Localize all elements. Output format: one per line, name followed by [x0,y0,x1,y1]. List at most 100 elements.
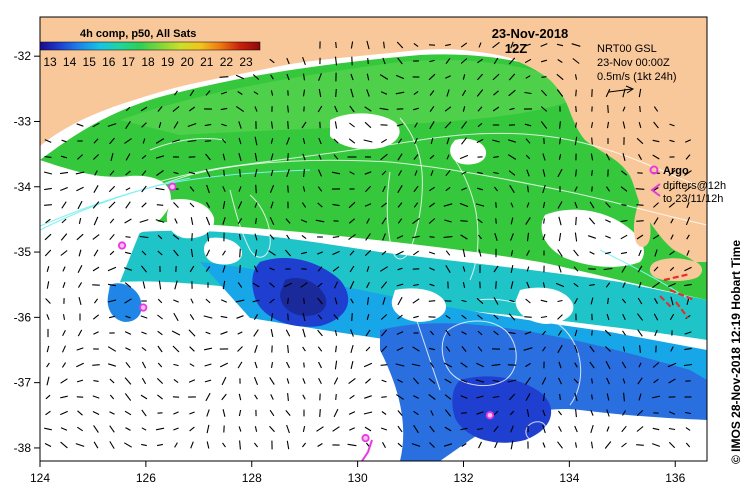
current-vector [332,426,340,432]
current-vector [557,249,563,257]
current-vector [542,233,546,241]
current-vector [669,266,675,272]
current-vector [429,330,435,336]
current-vector [494,441,498,449]
current-vector [93,298,99,304]
current-vector [139,219,149,223]
current-vector [350,88,354,98]
current-vector [653,378,659,384]
current-vector [317,443,323,447]
current-vector [349,265,355,273]
current-vector [653,266,659,272]
current-vector [542,169,546,177]
argo-float-marker [361,434,370,443]
current-vector [575,169,577,177]
current-vector [654,249,658,257]
current-vector [301,442,307,448]
current-vector [287,185,289,193]
argo-float-marker [139,303,148,312]
current-vector [220,331,228,335]
current-vector [459,154,469,160]
current-vector [349,394,355,400]
current-vector [669,250,675,256]
current-vector [635,188,645,190]
current-vector [542,282,546,288]
current-vector [428,347,436,351]
current-vector [109,378,115,384]
current-vector [396,123,404,127]
current-vector [445,75,451,79]
current-vector [93,154,99,160]
current-vector [366,282,370,288]
current-vector [157,330,163,336]
current-vector [108,201,116,209]
current-vector [491,363,501,367]
current-vector [428,300,436,302]
current-vector [684,347,692,351]
current-vector [428,186,436,192]
current-vector [621,204,627,206]
current-vector [382,441,386,449]
current-vector [588,217,596,225]
current-vector [268,250,276,256]
current-vector [349,171,355,175]
current-vector [413,154,419,160]
current-vector [540,299,548,303]
current-vector [221,376,227,386]
current-vector [621,361,627,369]
map-plot-area [40,17,707,461]
current-vector [684,139,692,143]
current-vector [542,392,546,402]
current-vector [269,234,275,240]
current-vector [493,265,499,273]
current-vector [286,234,290,240]
current-vector [206,202,210,208]
current-vector [653,313,659,321]
y-tick-label: -37 [14,376,32,390]
current-vector [269,425,275,433]
current-vector [430,137,434,145]
current-vector [541,330,547,336]
current-vector [221,138,227,144]
current-vector [445,169,451,177]
current-vector [191,233,193,241]
x-tick-label: 130 [348,471,368,485]
current-vector [444,106,452,112]
current-vector [428,202,436,208]
current-vector [317,297,323,305]
current-vector [141,170,147,176]
current-vector [76,362,84,368]
current-vector [205,298,211,304]
current-vector [557,201,563,209]
current-vector [571,43,581,47]
current-vector [507,379,517,383]
current-vector [575,408,577,418]
current-vector [171,330,181,336]
current-vector [445,314,451,320]
current-vector [333,154,339,160]
current-vector [92,234,100,240]
current-vector [77,329,83,337]
current-vector [445,186,451,192]
current-vector [316,426,324,432]
current-vector [204,363,212,367]
current-vector [622,330,626,336]
current-vector [60,155,68,159]
current-vector [524,123,532,127]
current-vector [204,140,212,142]
current-vector [253,329,259,337]
current-vector [397,57,403,65]
current-vector [75,443,85,447]
current-vector [508,57,516,65]
current-vector [622,410,626,416]
current-vector [605,202,611,208]
current-vector [237,346,243,352]
current-vector [141,154,147,160]
current-vector [124,377,132,385]
current-vector [205,392,211,402]
current-vector [142,138,146,144]
current-vector [573,266,579,272]
current-vector [255,218,257,224]
current-vector [125,106,131,112]
current-vector [540,89,548,97]
